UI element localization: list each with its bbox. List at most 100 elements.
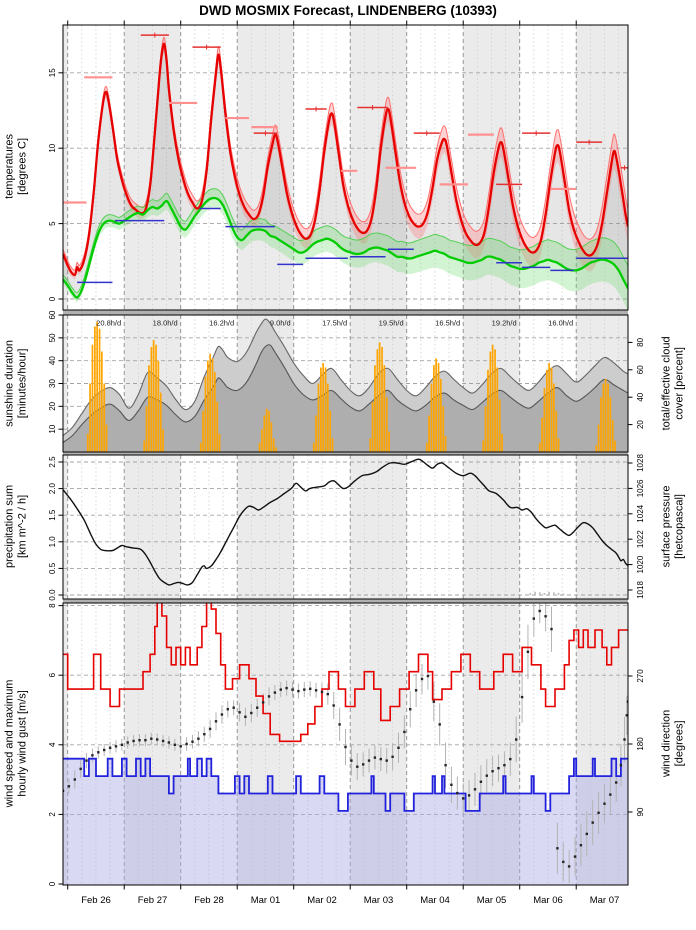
wind-direction-point [526, 650, 530, 653]
wind-direction-point [623, 738, 626, 741]
svg-text:80: 80 [636, 337, 645, 346]
sunshine-bar [162, 429, 164, 452]
sunshine-bar [258, 442, 261, 452]
sunshine-bar [270, 422, 273, 452]
panel-sunshine-cloud: 20.8h/d 18.0h/d 16.2h/d 9.0h/d 17.5h/d 19.5h/… [48, 310, 645, 453]
svg-text:1022: 1022 [636, 530, 645, 548]
sunshine-bar [494, 349, 496, 452]
sunshine-bar [381, 347, 383, 452]
precipitation-bar [534, 591, 536, 595]
wind-direction-point [538, 609, 541, 613]
sunshine-bar [204, 376, 207, 452]
sunshine-bar [101, 351, 103, 452]
x-axis-date-label: Mar 04 [420, 895, 450, 906]
sunshine-bar [209, 353, 211, 452]
wind-direction-point [220, 713, 224, 716]
sunshine-day-total-label: 20.8h/d [96, 319, 121, 328]
wind-direction-point [197, 737, 200, 740]
sunshine-bar [385, 397, 388, 452]
wind-direction-point [63, 789, 65, 792]
sunshine-bar [86, 433, 89, 452]
sunshine-bar [433, 365, 435, 452]
svg-text:8: 8 [48, 603, 57, 608]
sunshine-bar [487, 369, 489, 452]
svg-text:40: 40 [48, 356, 57, 365]
day-shading-band [576, 455, 628, 599]
sunshine-bar [546, 369, 548, 452]
day-shading-band [576, 603, 628, 885]
sunshine-day-total-label: 16.5h/d [435, 319, 460, 328]
sunshine-bar [89, 383, 91, 452]
sunshine-bar [207, 360, 209, 452]
wind-direction-point [261, 701, 265, 704]
wind-direction-point [362, 763, 365, 766]
svg-text:50: 50 [48, 333, 57, 342]
y-label-temperature: temperatures [degrees C] [3, 134, 29, 199]
wind-direction-point [167, 741, 171, 744]
sunshine-bar [103, 383, 106, 452]
wind-direction-point [562, 860, 565, 864]
wind-direction-point [444, 764, 447, 767]
panel-separator [63, 452, 628, 455]
wind-direction-point [544, 615, 547, 618]
wind-direction-point [450, 783, 453, 786]
svg-text:30: 30 [48, 379, 57, 388]
wind-direction-point [279, 688, 282, 691]
sunshine-bar [329, 410, 332, 452]
sunshine-bar [105, 424, 108, 452]
sunshine-bar [327, 383, 329, 452]
sunshine-bar [541, 417, 543, 452]
wind-direction-point [103, 748, 106, 752]
wind-direction-point [509, 757, 512, 761]
wind-direction-point [114, 745, 118, 748]
sunshine-bar [550, 367, 553, 452]
sunshine-bar [538, 442, 541, 452]
wind-direction-point [409, 708, 412, 711]
y-label-wind-speed: wind speed and maximum hourly wind gust [… [3, 679, 29, 808]
precipitation-bar [529, 592, 532, 595]
wind-direction-point [456, 791, 459, 795]
sunshine-bar [199, 442, 202, 452]
wind-direction-point [338, 723, 341, 726]
wind-direction-point [73, 778, 76, 781]
x-axis-date-label: Mar 05 [477, 895, 507, 906]
wind-direction-point [414, 689, 418, 692]
wind-direction-point [185, 742, 188, 746]
sunshine-bar [145, 406, 148, 452]
sunshine-bar [317, 383, 320, 452]
wind-direction-point [285, 686, 288, 690]
svg-text:1020: 1020 [636, 555, 645, 573]
svg-text:1.0: 1.0 [48, 536, 57, 548]
wind-direction-point [309, 687, 312, 690]
dewpoint-band-edge-line [63, 188, 628, 294]
svg-text:0: 0 [48, 881, 57, 886]
sunshine-bar [614, 440, 616, 452]
svg-text:2: 2 [48, 812, 57, 817]
sunshine-bar [216, 401, 219, 452]
wind-direction-point [126, 741, 129, 744]
wind-direction-point [267, 695, 271, 698]
sunshine-bar [435, 358, 437, 452]
sunshine-day-total-label: 16.0h/d [548, 319, 573, 328]
chart-title: DWD MOSMIX Forecast, LINDENBERG (10393) [199, 3, 497, 18]
sunshine-bar [324, 367, 327, 452]
wind-direction-point [626, 700, 628, 703]
y-label-wind-direction: wind direction [degrees] [660, 709, 686, 778]
sunshine-bar [263, 415, 266, 452]
svg-text:1.5: 1.5 [48, 509, 57, 521]
svg-text:10: 10 [48, 143, 57, 152]
sunshine-bar [202, 410, 204, 452]
wind-speed-line [63, 757, 628, 812]
precipitation-bar [543, 592, 546, 595]
sunshine-bar [152, 340, 155, 452]
wind-direction-point [579, 844, 583, 847]
cloud-effective-area [63, 344, 628, 452]
sunshine-bar [428, 415, 430, 452]
wind-direction-point [214, 720, 218, 723]
sunshine-bar [369, 438, 372, 452]
wind-direction-point [208, 727, 212, 731]
wind-direction-point [550, 627, 553, 631]
wind-direction-point [515, 738, 518, 741]
sunshine-bar [555, 410, 558, 452]
sunshine-bar [155, 344, 157, 452]
